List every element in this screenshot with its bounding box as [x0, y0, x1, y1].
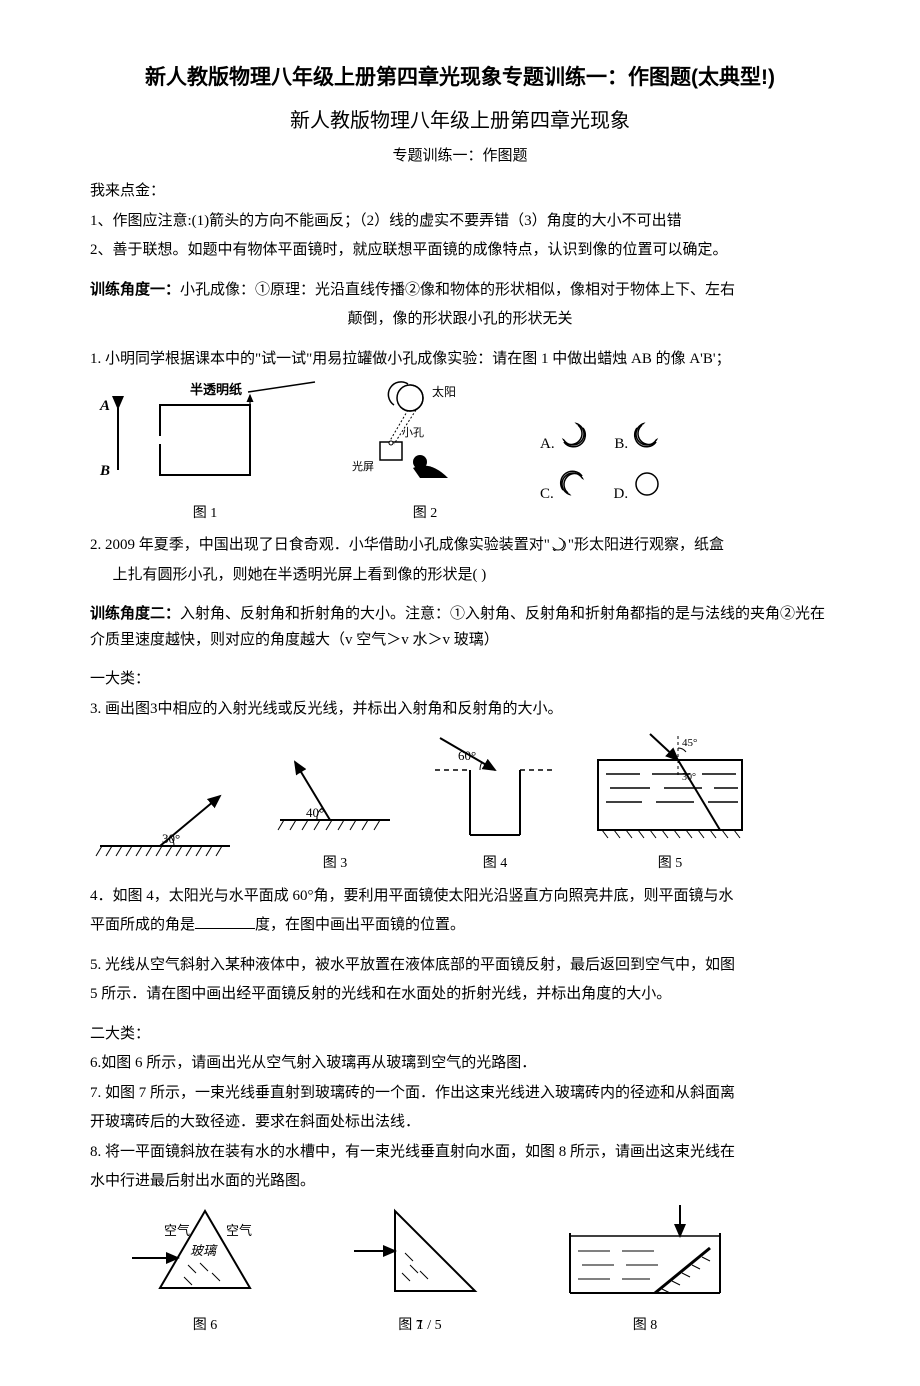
- angle1-body2: 颠倒，像的形状跟小孔的形状无关: [90, 307, 830, 333]
- angle1-block: 训练角度一：小孔成像：①原理：光沿直线传播②像和物体的形状相似，像相对于物体上下…: [90, 278, 830, 304]
- fig2-svg: 太阳 小孔 光屏: [350, 380, 500, 490]
- fig6-svg: 空气 空气 玻璃: [130, 1203, 280, 1303]
- fig4-block: 60° 图 4: [430, 730, 560, 875]
- fig8-svg: [560, 1203, 730, 1303]
- fig2-block: 太阳 小孔 光屏 图 2: [350, 380, 500, 525]
- angle45: 45°: [682, 737, 697, 749]
- label-b: B: [99, 463, 110, 479]
- fig1-svg: A B 半透明纸: [90, 380, 320, 490]
- fig6-block: 空气 空气 玻璃 图 6: [130, 1203, 280, 1338]
- fig8-block: 图 8: [560, 1203, 730, 1338]
- fig2-cap: 图 2: [350, 502, 500, 526]
- fig-row-3: 空气 空气 玻璃 图 6 图 71 / 5: [130, 1203, 830, 1338]
- q2-line1: 2. 2009 年夏季，中国出现了日食奇观．小华借助小孔成像实验装置对""形太阳…: [90, 533, 830, 559]
- page-subsubtitle: 专题训练一：作图题: [90, 144, 830, 170]
- lbl-glass: 玻璃: [190, 1243, 218, 1258]
- fig6-cap: 图 6: [130, 1314, 280, 1338]
- opt-d: D.: [614, 470, 662, 508]
- angle2-head: 训练角度二：: [90, 606, 180, 622]
- intro-lead: 我来点金：: [90, 179, 830, 205]
- lbl-air-l: 空气: [164, 1223, 190, 1238]
- fig-row-2: 30° 40° 图 3 60° 图 4: [90, 730, 830, 875]
- fig5-block: 45° 30° 图 5: [590, 730, 750, 875]
- intro-pt1: 1、作图应注意:(1)箭头的方向不能画反；（2）线的虚实不要弄错（3）角度的大小…: [90, 209, 830, 235]
- fig7-svg: [350, 1203, 490, 1303]
- fig3b-svg: 40°: [270, 750, 400, 840]
- q5-line1: 5. 光线从空气斜射入某种液体中，被水平放置在液体底部的平面镜反射，最后返回到空…: [90, 953, 830, 979]
- q7-line2: 开玻璃砖后的大致径迹．要求在斜面处标出法线．: [90, 1110, 830, 1136]
- svg-text:30°: 30°: [682, 772, 696, 783]
- angle2-body: 入射角、反射角和折射角的大小。注意：①入射角、反射角和折射角都指的是与法线的夹角…: [90, 606, 825, 648]
- q1-text: 1. 小明同学根据课本中的"试一试"用易拉罐做小孔成像实验：请在图 1 中做出蜡…: [90, 347, 830, 373]
- label-sun: 太阳: [432, 384, 456, 399]
- fig5-cap: 图 5: [590, 852, 750, 876]
- angle30: 30°: [162, 831, 180, 846]
- label-screen: 光屏: [352, 459, 374, 473]
- fig4-cap: 图 4: [430, 852, 560, 876]
- opt-b: B.: [614, 420, 662, 458]
- cat2: 二大类：: [90, 1022, 830, 1048]
- q3-text: 3. 画出图3中相应的入射光线或反光线，并标出入射角和反射角的大小。: [90, 697, 830, 723]
- fig-row-1: A B 半透明纸 图 1 太阳 小孔: [90, 380, 830, 525]
- q2-options: A. B. C. D.: [540, 420, 662, 507]
- angle60: 60°: [458, 748, 476, 763]
- q4-line1: 4．如图 4，太阳光与水平面成 60°角，要利用平面镜使太阳光沿竖直方向照亮井底…: [90, 884, 830, 910]
- fig3a-svg: 30°: [90, 776, 240, 866]
- q5-line2: 5 所示．请在图中画出经平面镜反射的光线和在水面处的折射光线，并标出角度的大小。: [90, 982, 830, 1008]
- fig1-block: A B 半透明纸 图 1: [90, 380, 320, 525]
- fig5-svg: 45° 30°: [590, 730, 750, 840]
- fig3a-block: 30°: [90, 776, 240, 876]
- angle1-body1: 小孔成像：①原理：光沿直线传播②像和物体的形状相似，像相对于物体上下、左右: [180, 282, 735, 298]
- fig4-svg: 60°: [430, 730, 560, 840]
- fig8-cap: 图 8: [560, 1314, 730, 1338]
- label-hole: 小孔: [402, 426, 424, 439]
- fig7-block: 图 71 / 5: [350, 1203, 490, 1338]
- opt-c: C.: [540, 470, 588, 508]
- opt-a: A.: [540, 420, 588, 458]
- angle40: 40°: [306, 805, 324, 820]
- q8-line1: 8. 将一平面镜斜放在装有水的水槽中，有一束光线垂直射向水面，如图 8 所示，请…: [90, 1140, 830, 1166]
- label-a: A: [99, 398, 110, 414]
- q6-text: 6.如图 6 所示，请画出光从空气射入玻璃再从玻璃到空气的光路图．: [90, 1051, 830, 1077]
- q8-line2: 水中行进最后射出水面的光路图。: [90, 1169, 830, 1195]
- q2-line2: 上扎有圆形小孔，则她在半透明光屏上看到像的形状是( ): [90, 563, 830, 589]
- cat1: 一大类：: [90, 667, 830, 693]
- fig3-cap: 图 3: [270, 852, 400, 876]
- angle1-head: 训练角度一：: [90, 282, 180, 298]
- lbl-air-r: 空气: [226, 1223, 252, 1238]
- fig3b-block: 40° 图 3: [270, 750, 400, 875]
- fig7-cap: 图 71 / 5: [350, 1314, 490, 1338]
- label-paper: 半透明纸: [190, 382, 242, 397]
- page-subtitle: 新人教版物理八年级上册第四章光现象: [90, 104, 830, 138]
- q7-line1: 7. 如图 7 所示，一束光线垂直射到玻璃砖的一个面．作出这束光线进入玻璃砖内的…: [90, 1081, 830, 1107]
- angle2-block: 训练角度二：入射角、反射角和折射角的大小。注意：①入射角、反射角和折射角都指的是…: [90, 602, 830, 653]
- fig1-cap: 图 1: [90, 502, 320, 526]
- blank-field[interactable]: [195, 913, 255, 929]
- intro-pt2: 2、善于联想。如题中有物体平面镜时，就应联想平面镜的成像特点，认识到像的位置可以…: [90, 238, 830, 264]
- page-title: 新人教版物理八年级上册第四章光现象专题训练一：作图题(太典型!): [90, 60, 830, 96]
- q4-line2: 平面所成的角是度，在图中画出平面镜的位置。: [90, 913, 830, 939]
- page-num-inline: 1 / 5: [417, 1318, 442, 1333]
